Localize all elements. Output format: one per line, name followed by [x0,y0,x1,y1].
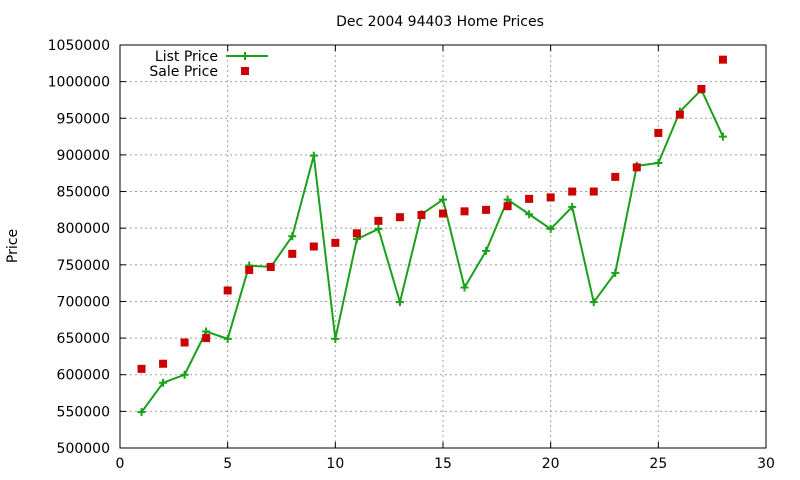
sale-price-point [331,238,340,247]
y-tick-labels: 500000 550000 600000 650000 700000 750000 8000… [48,38,110,457]
x-tick-label: 25 [649,456,667,472]
sale-price-point [439,209,447,218]
sale-price-point [137,364,146,373]
legend-label-list-price: List Price [155,49,218,65]
x-tick-label: 5 [223,456,232,472]
y-tick-label: 950000 [57,111,110,127]
sale-price-point [589,187,598,196]
sale-price-point [546,193,555,202]
chart-title: Dec 2004 94403 Home Prices [336,14,544,30]
list-price-point [331,334,340,343]
y-tick-label: 550000 [57,404,110,420]
y-tick-label: 1050000 [48,38,110,54]
list-price-point [482,246,491,255]
legend-marker-sale-price [241,67,249,75]
legend: List Price Sale Price [149,49,268,80]
y-tick-label: 850000 [57,185,110,201]
sale-price-point [245,265,254,274]
list-price-point [611,268,620,277]
sale-price-point [654,128,663,137]
list-price-point [137,408,146,417]
sale-price-point [288,249,297,258]
list-price-point [439,195,447,204]
sale-price-point [632,163,641,172]
y-tick-label: 500000 [57,441,110,457]
y-tick-label: 1000000 [48,75,110,91]
legend-label-sale-price: Sale Price [149,64,218,80]
list-price-point [374,224,383,233]
list-price-point [180,370,189,379]
sale-price-point [525,194,534,203]
list-price-point [159,378,168,387]
sale-price-point [482,205,491,214]
list-price-point [654,158,663,167]
y-axis-label: Price [5,229,21,263]
sale-price-point [611,172,620,181]
legend-marker-list-price [241,52,249,60]
sale-price-point [697,84,706,93]
sale-price-point [718,55,727,64]
list-price-point [568,202,577,211]
list-price-point [395,298,404,307]
list-price-point [223,334,232,343]
y-tick-label: 700000 [57,294,110,310]
list-price-point [309,151,318,160]
x-tick-label: 20 [542,456,560,472]
axis-ticks [119,44,767,449]
y-tick-label: 800000 [57,221,110,237]
sale-price-point [417,210,426,219]
sale-price-point [675,110,684,119]
series-line-list-price [140,87,724,413]
list-price-point [546,224,555,233]
sale-price-point [309,242,318,251]
sale-price-point [159,359,168,368]
grid [120,45,766,448]
sale-price-point [568,187,577,196]
list-price-point [718,132,727,141]
sale-price-point [266,263,275,272]
y-tick-label: 750000 [57,258,110,274]
sale-price-point [223,286,232,295]
x-tick-label: 30 [757,456,775,472]
sale-price-point [395,213,404,222]
sale-price-point [352,229,361,238]
x-tick-label: 10 [326,456,344,472]
list-price-point [589,298,598,307]
list-price-point [525,210,534,219]
sale-price-point [503,202,512,211]
list-price-point [288,232,297,241]
y-tick-label: 900000 [57,148,110,164]
x-tick-label: 15 [434,456,452,472]
sale-price-point [374,216,383,225]
y-tick-label: 650000 [57,331,110,347]
series [137,55,727,417]
sale-price-point [460,207,469,216]
x-tick-label: 0 [116,456,125,472]
sale-price-point [180,338,189,347]
sale-price-point [202,334,211,343]
y-tick-label: 600000 [57,368,110,384]
list-price-point [460,283,469,292]
x-tick-labels: 0 5 10 15 20 25 30 [116,456,775,472]
